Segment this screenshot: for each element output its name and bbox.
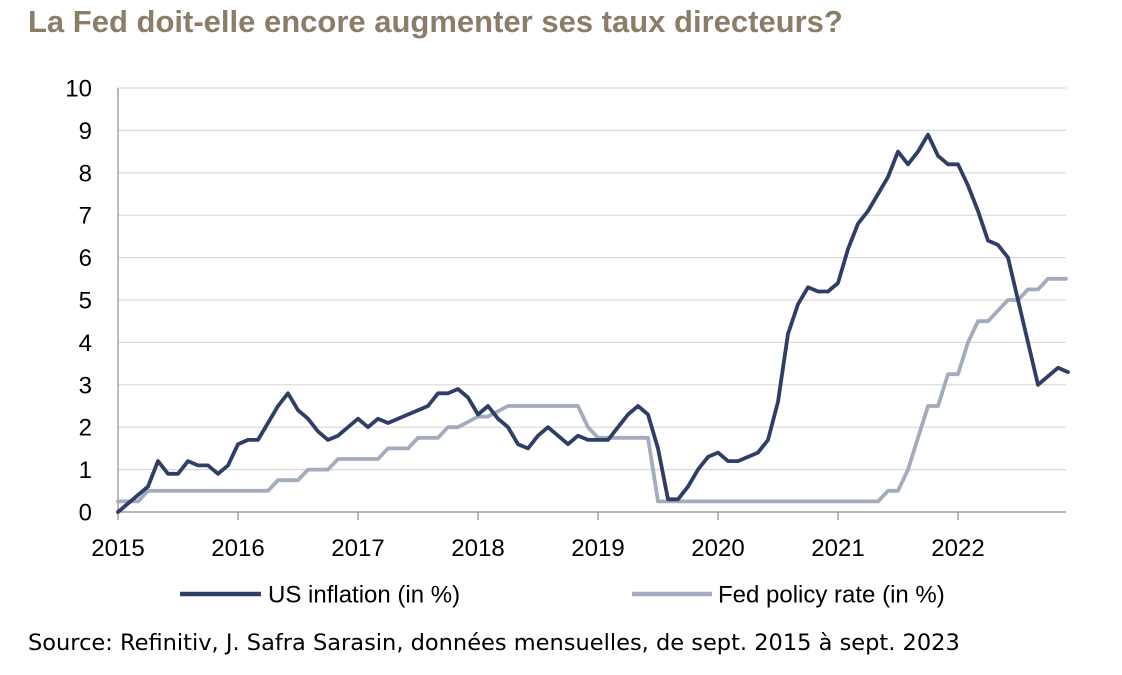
y-tick-label: 8	[79, 160, 92, 187]
y-tick-label: 3	[79, 372, 92, 399]
x-tick-label: 2015	[91, 535, 144, 562]
x-tick-label: 2021	[811, 535, 864, 562]
y-tick-label: 7	[79, 203, 92, 230]
axes	[117, 88, 1066, 520]
y-tick-label: 10	[65, 76, 92, 103]
y-tick-label: 2	[79, 415, 92, 442]
legend-label-inflation-line: US inflation (in %)	[268, 582, 460, 609]
chart-title: La Fed doit-elle encore augmenter ses ta…	[28, 4, 843, 39]
series-lines	[116, 132, 1070, 514]
legend-label-policy-rate-line: Fed policy rate (in %)	[718, 582, 945, 609]
x-tick-label: 2018	[451, 535, 504, 562]
y-axis-tick-labels: 0 1 2 3 4 5 6 7 8 9 10	[65, 76, 92, 527]
y-tick-label: 6	[79, 245, 92, 272]
source-note: Source: Refinitiv, J. Safra Sarasin, don…	[28, 630, 960, 656]
y-tick-label: 9	[79, 118, 92, 145]
inflation-line	[116, 132, 1070, 514]
y-tick-label: 0	[79, 500, 92, 527]
x-axis-tick-labels: 2015 2016 2017 2018 2019 2020 2021 2022	[91, 535, 984, 562]
x-tick-label: 2020	[691, 535, 744, 562]
line-chart: 0 1 2 3 4 5 6 7 8 9 10 2015 2016 2017 2018 2019 2020 202…	[65, 76, 1070, 609]
x-tick-label: 2016	[211, 535, 264, 562]
x-tick-label: 2017	[331, 535, 384, 562]
policy-rate-line	[116, 276, 1068, 504]
gridlines	[118, 87, 1066, 471]
x-tick-label: 2022	[931, 535, 984, 562]
legend: US inflation (in %) Fed policy rate (in %…	[180, 582, 945, 609]
y-tick-label: 5	[79, 288, 92, 315]
y-tick-label: 4	[79, 330, 92, 357]
y-tick-label: 1	[79, 457, 92, 484]
x-tick-label: 2019	[571, 535, 624, 562]
